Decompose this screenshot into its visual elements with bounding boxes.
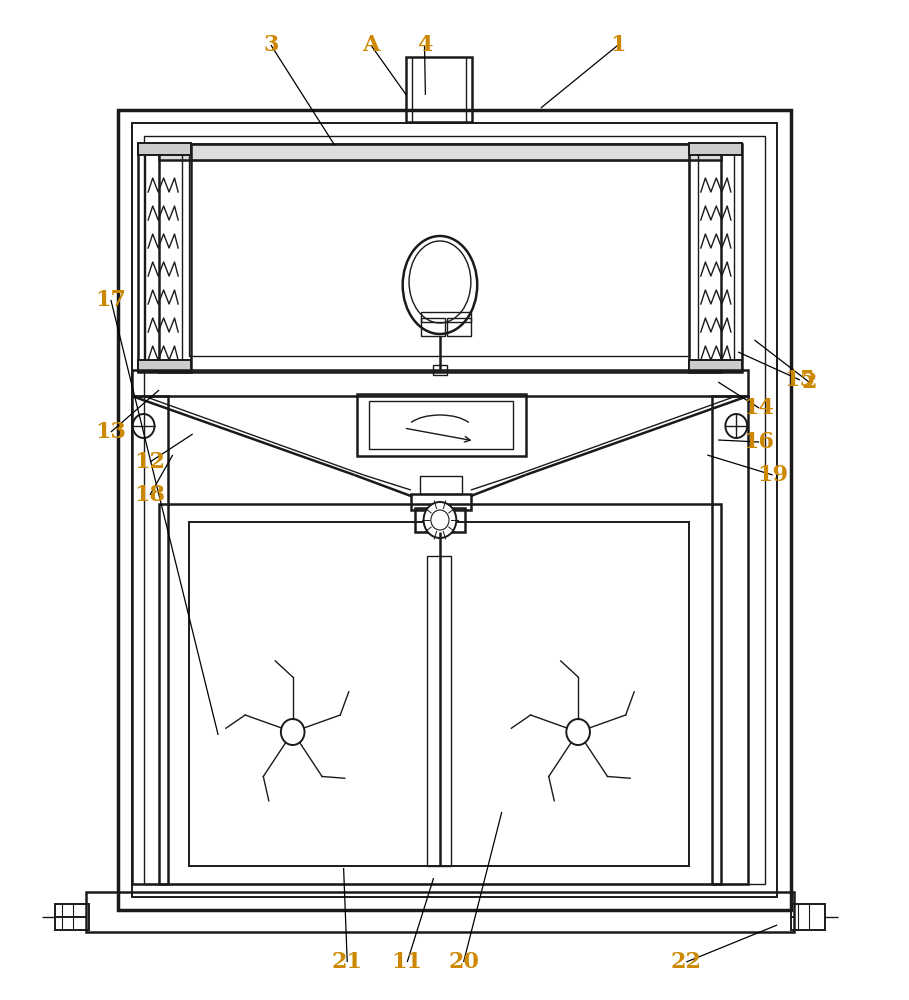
Circle shape — [725, 414, 747, 438]
Bar — [427, 556, 451, 866]
Bar — [415, 508, 465, 532]
Text: 17: 17 — [95, 289, 126, 311]
Text: 16: 16 — [744, 431, 774, 453]
Text: 18: 18 — [135, 484, 165, 506]
Bar — [689, 144, 742, 372]
Bar — [712, 396, 748, 884]
Bar — [791, 904, 825, 930]
Text: 22: 22 — [671, 951, 702, 973]
Bar — [189, 160, 689, 356]
Bar — [406, 57, 472, 122]
Bar — [698, 151, 734, 365]
Bar — [433, 365, 447, 375]
Bar — [138, 360, 191, 372]
Bar — [144, 136, 765, 884]
Bar — [118, 110, 791, 910]
Bar — [159, 144, 721, 372]
Text: 20: 20 — [448, 951, 479, 973]
Text: 11: 11 — [392, 951, 423, 973]
Text: 2: 2 — [801, 371, 817, 393]
Bar — [420, 476, 462, 494]
Text: 15: 15 — [784, 369, 815, 391]
Bar — [411, 494, 471, 510]
Ellipse shape — [403, 236, 477, 334]
Bar — [145, 151, 182, 365]
Bar — [159, 144, 721, 160]
Circle shape — [133, 414, 155, 438]
Text: 1: 1 — [610, 34, 626, 56]
Text: 14: 14 — [744, 397, 774, 419]
Circle shape — [566, 719, 590, 745]
Bar — [132, 396, 168, 884]
Bar — [357, 394, 526, 456]
Bar — [138, 144, 191, 372]
Circle shape — [424, 502, 456, 538]
Bar — [132, 370, 748, 396]
Text: 19: 19 — [757, 464, 788, 486]
Bar — [189, 144, 689, 160]
Bar — [689, 360, 742, 372]
Text: 3: 3 — [264, 34, 278, 56]
Bar — [421, 312, 471, 322]
Bar — [447, 318, 471, 336]
Bar — [369, 401, 513, 449]
Bar — [138, 143, 191, 155]
Text: 21: 21 — [332, 951, 363, 973]
Bar — [189, 522, 689, 866]
Bar — [132, 123, 777, 897]
Circle shape — [281, 719, 305, 745]
Circle shape — [431, 510, 449, 530]
Bar — [421, 318, 445, 336]
Text: 13: 13 — [95, 421, 126, 443]
Text: A: A — [362, 34, 380, 56]
Bar — [55, 904, 89, 930]
Text: 12: 12 — [135, 451, 165, 473]
Text: 4: 4 — [417, 34, 432, 56]
Bar — [689, 143, 742, 155]
Bar — [159, 504, 721, 884]
Bar — [86, 892, 794, 932]
